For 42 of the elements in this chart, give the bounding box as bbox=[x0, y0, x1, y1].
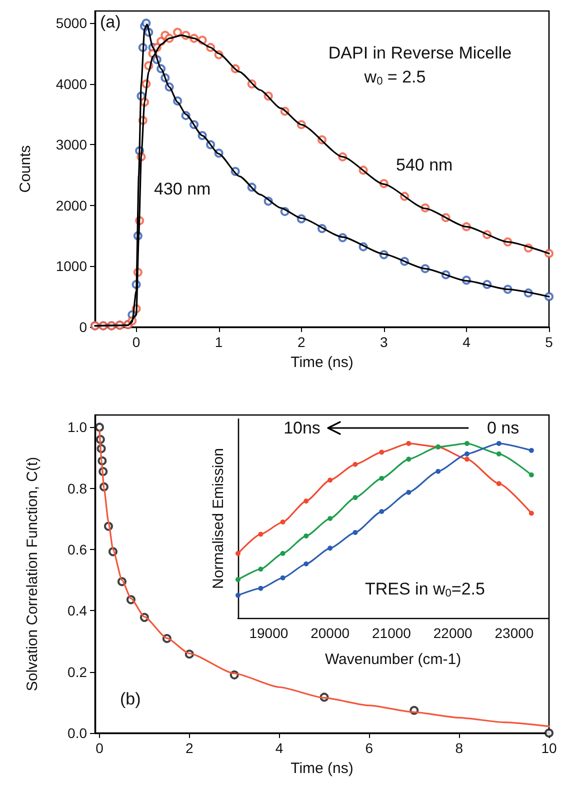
y-tick-label: 0 bbox=[79, 319, 88, 335]
y-tick-label: 0.2 bbox=[68, 664, 88, 680]
x-tick-label: 2 bbox=[186, 740, 194, 756]
y-tick-label: 1.0 bbox=[68, 419, 88, 436]
x-tick-label: 4 bbox=[275, 740, 284, 756]
x-tick-label: 19000 bbox=[249, 625, 288, 641]
y-tick-label: 3000 bbox=[56, 136, 88, 153]
y-tick-label: 2000 bbox=[56, 197, 88, 214]
x-axis-title: Time (ns) bbox=[290, 354, 354, 371]
annotation: 430 nm bbox=[154, 180, 211, 198]
annotation: 0 ns bbox=[486, 418, 520, 438]
x-tick-label: 21000 bbox=[372, 625, 412, 641]
x-axis-title: Time (ns) bbox=[290, 760, 354, 777]
annotation: (b) bbox=[120, 690, 141, 708]
annotation: (a) bbox=[100, 12, 121, 32]
x-tick-label: 20000 bbox=[310, 625, 350, 641]
x-tick-label: 2 bbox=[297, 334, 306, 350]
y-tick-label: 0.0 bbox=[68, 725, 88, 741]
x-tick-label: 1 bbox=[214, 334, 223, 350]
x-tick-label: 22000 bbox=[433, 625, 473, 641]
x-tick-label: 0 bbox=[96, 740, 104, 756]
annotation: DAPI in Reverse Micelle bbox=[328, 44, 512, 62]
x-tick-label: 4 bbox=[462, 334, 471, 350]
y-tick-label: 5000 bbox=[56, 15, 88, 32]
y-axis-title: Solvation Correlation Function, C(t) bbox=[24, 456, 41, 692]
y-tick-label: 0.4 bbox=[68, 602, 88, 619]
x-tick-label: 5 bbox=[545, 334, 554, 350]
y-tick-label: 4000 bbox=[56, 76, 88, 92]
y-axis-title: Counts bbox=[17, 145, 34, 193]
x-tick-label: 3 bbox=[380, 334, 388, 350]
y-tick-label: 0.8 bbox=[68, 480, 88, 496]
y-tick-label: 1000 bbox=[56, 258, 88, 274]
x-axis-title: Wavenumber (cm-1) bbox=[324, 651, 462, 668]
x-tick-label: 23000 bbox=[494, 625, 534, 641]
x-tick-label: 6 bbox=[365, 740, 374, 756]
annotation: 10ns bbox=[284, 418, 320, 438]
annotation: 540 nm bbox=[396, 156, 453, 174]
x-tick-label: 0 bbox=[132, 334, 140, 350]
x-tick-label: 10 bbox=[541, 740, 557, 756]
y-axis-title: Normalised Emission bbox=[210, 448, 227, 589]
y-tick-label: 0.6 bbox=[68, 542, 88, 558]
x-tick-label: 8 bbox=[455, 740, 464, 756]
